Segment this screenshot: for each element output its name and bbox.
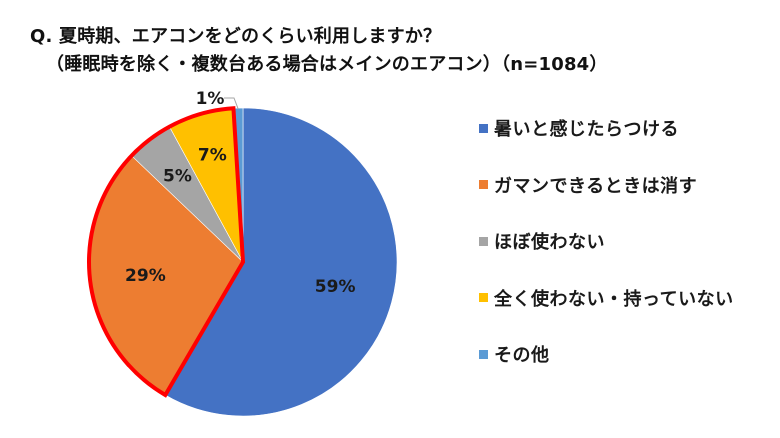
legend-swatch-icon [479,180,488,189]
legend-swatch-icon [479,236,488,246]
slice-label: 5% [163,166,192,186]
slice-label: 29% [125,266,166,286]
slice-labels: 59% 29% 5% 7% 1% [125,89,355,297]
legend-label: その他 [494,345,550,366]
legend: 暑いと感じたらつける ガマンできるときは消す ほぼ使わない 全く使わない・持って… [479,114,734,397]
legend-label: ほぼ使わない [494,232,605,253]
legend-swatch-icon [479,123,488,133]
chart-subtitle: （睡眠時を除く・複数台ある場合はメインのエアコン）（n=1084） [46,54,608,75]
legend-label: 暑いと感じたらつける [494,119,679,140]
slice-label: 59% [315,277,356,297]
slice-label: 1% [196,89,225,109]
leader-line [224,97,239,110]
legend-item-hobo: ほぼ使わない [479,227,734,255]
pie-slice [164,107,398,417]
legend-label: 全く使わない・持っていない [494,288,734,310]
legend-swatch-icon [479,349,488,359]
legend-item-mattaku: 全く使わない・持っていない [479,284,734,312]
legend-swatch-icon [479,293,488,302]
chart-title: Q. 夏時期、エアコンをどのくらい利用しますか？ [30,26,442,47]
legend-item-sonota: その他 [479,340,734,368]
slice-label: 7% [198,145,227,165]
legend-label: ガマンできるときは消す [494,175,698,197]
legend-item-gaman: ガマンできるときは消す [479,171,734,199]
highlight-outline [87,106,246,398]
legend-item-atsui: 暑いと感じたらつける [479,114,734,142]
